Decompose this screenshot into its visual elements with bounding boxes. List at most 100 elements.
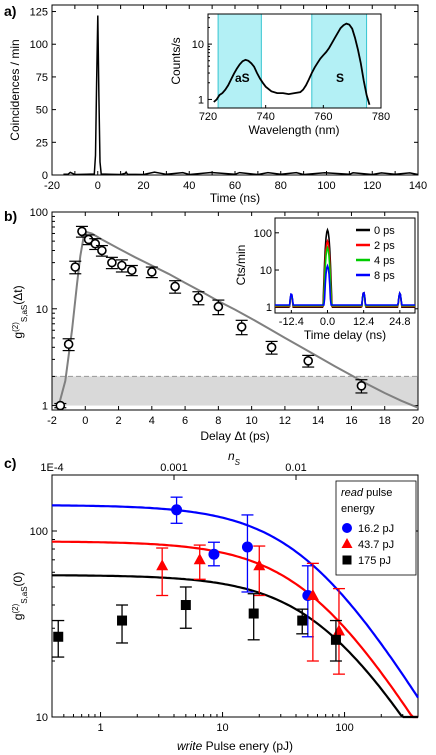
panel-c-legend-title-rest: pulse [363,487,392,499]
panel-c-point-square [330,634,341,645]
panel-b-point [193,292,204,303]
panel-a-xlabel: Time (ns) [210,191,260,205]
panel-b-ylabel: g(2)S,aS(Δt) [11,285,29,338]
panel-c-top-label: nS [228,449,241,467]
panel-c-legend-label: 175 pJ [358,555,391,567]
panel-c-frame [51,474,419,718]
panel-b-xtick-label: 16 [345,415,357,427]
panel-c-ytick-label: 10 [36,712,48,724]
inset-b-ytick-label: 1 [266,302,272,314]
panel-c-legend-title-italic: read [341,487,364,499]
panel-c-top-xtick-label: 0.01 [285,462,306,474]
panel-a-ytick-label: 75 [36,72,48,84]
inset-a-shade-aS [217,13,262,109]
panel-b-xtick-label: 4 [149,415,155,427]
panel-a-xtick-label: -20 [44,180,60,192]
inset-b-legend: 0 ps 2 ps 4 ps 8 ps [356,225,395,282]
panel-a-xtick-label: 40 [183,180,195,192]
panel-c-legend-marker-circle [342,523,352,533]
panel-c-legend-marker-triangle [341,538,353,548]
panel-b-point [356,381,367,391]
panel-a-ytick-label: 100 [30,39,48,51]
panel-c: c) 1 10 100 1E-4 0.001 0.01 10 100 write Pulse … [4,449,419,753]
panel-c-points [52,496,345,675]
panel-b-point [83,234,94,245]
inset-b-lines [275,227,415,308]
panel-c-point-square [53,631,64,642]
inset-a-shade-S [311,13,368,109]
panel-b-xtick-label: 10 [246,415,258,427]
panel-c-ylabel-tail: (0) [11,572,25,587]
panel-b-point [77,226,87,237]
panel-b-xtick-label: -2 [47,415,57,427]
panel-b-xlabel: Delay Δt (ps) [200,429,269,443]
panel-b-ticks: -2 0 2 4 6 8 10 12 14 16 18 20 1 10 100 [30,207,424,427]
panel-c-ylabel-sub: S,aS [20,586,29,603]
panel-c-ylabel: g(2)S,aS(0) [11,572,29,620]
panel-b-point [70,262,81,272]
panel-c-legend-title-line2: energy [341,503,375,515]
panel-c-ticks: 1 10 100 1E-4 0.001 0.01 10 100 [30,462,419,734]
panel-b-point [97,245,107,256]
panel-c-top-xtick-label: 1E-4 [40,462,63,474]
panel-b-point [266,342,277,353]
inset-b-xtick-label: -12.4 [279,316,304,328]
inset-a-ylabel: Counts/s [169,37,183,84]
inset-b-xtick-label: 24.8 [389,316,410,328]
inset-b-line-0 [275,227,415,308]
inset-b-xtick-label: 0.0 [320,316,335,328]
panel-c-ylabel-main: g [11,614,25,621]
inset-a-ticks: 720 740 760 780 1 10 [192,17,390,123]
inset-a-ytick-label: 10 [192,39,204,51]
inset-a-xtick-label: 740 [256,111,274,123]
panel-b-xtick-label: 14 [312,415,324,427]
panel-a-ytick-label: 0 [42,170,48,182]
inset-b-legend-label: 4 ps [374,255,395,267]
inset-b-ytick-label: 10 [260,265,272,277]
inset-a-xtick-label: 780 [372,111,390,123]
panel-c-point-triangle [156,559,169,571]
panel-a-xtick-label: 140 [409,180,427,192]
panel-b-ylabel-main: g [11,332,25,339]
inset-a-label-aS: aS [235,71,250,85]
panel-a-series-line [63,15,419,176]
panel-a-xtick-label: 20 [137,180,149,192]
inset-b-ytick-label: 100 [254,228,272,240]
inset-b-legend-label: 2 ps [374,240,395,252]
panel-c-point-circle [241,541,253,553]
inset-a-xlabel: Wavelength (nm) [249,123,340,137]
panel-c-point-triangle [193,553,206,565]
inset-b-legend-label: 8 ps [374,270,395,282]
panel-c-legend-marker-square [342,555,352,565]
panel-a-xtick-label: 100 [317,180,335,192]
panel-a-xtick-label: 0 [95,180,101,192]
panel-a-ytick-label: 50 [36,105,48,117]
inset-b-frame [274,217,416,314]
panel-c-fits [52,504,419,719]
panel-c-fit-1 [52,540,418,719]
panel-c-legend-items: 16.2 pJ 43.7 pJ 175 pJ [341,523,394,567]
panel-c-label: c) [4,455,16,471]
panel-c-legend-title: read pulse [341,487,392,499]
panel-b-ylabel-tail: (Δt) [11,285,25,304]
panel-a-ytick-label: 25 [36,137,48,149]
panel-a-ytick-label: 125 [30,7,48,19]
panel-c-xlabel-rest: Pulse enery (pJ) [202,739,293,753]
panel-b-xtick-label: 8 [215,415,221,427]
panel-c-xlabel-italic: write [177,739,203,753]
panel-b-point [236,322,247,332]
panel-c-point-circle [171,504,183,516]
inset-b-xtick-label: 12.4 [353,316,374,328]
inset-b-xlabel: Time delay (ns) [304,328,386,342]
panel-c-top-label-main: n [228,449,235,463]
inset-a-xtick-label: 720 [199,111,217,123]
panel-b-ylabel-sub: S,aS [20,305,29,322]
panel-c-top-xtick-label: 0.001 [160,462,188,474]
panel-a-label: a) [4,3,16,19]
inset-b-ylabel: Cts/min [234,245,248,286]
panel-c-top-label-sub: S [235,458,241,467]
inset-a-ytick-label: 1 [198,94,204,106]
panel-c-xtick-label: 1 [97,722,103,734]
